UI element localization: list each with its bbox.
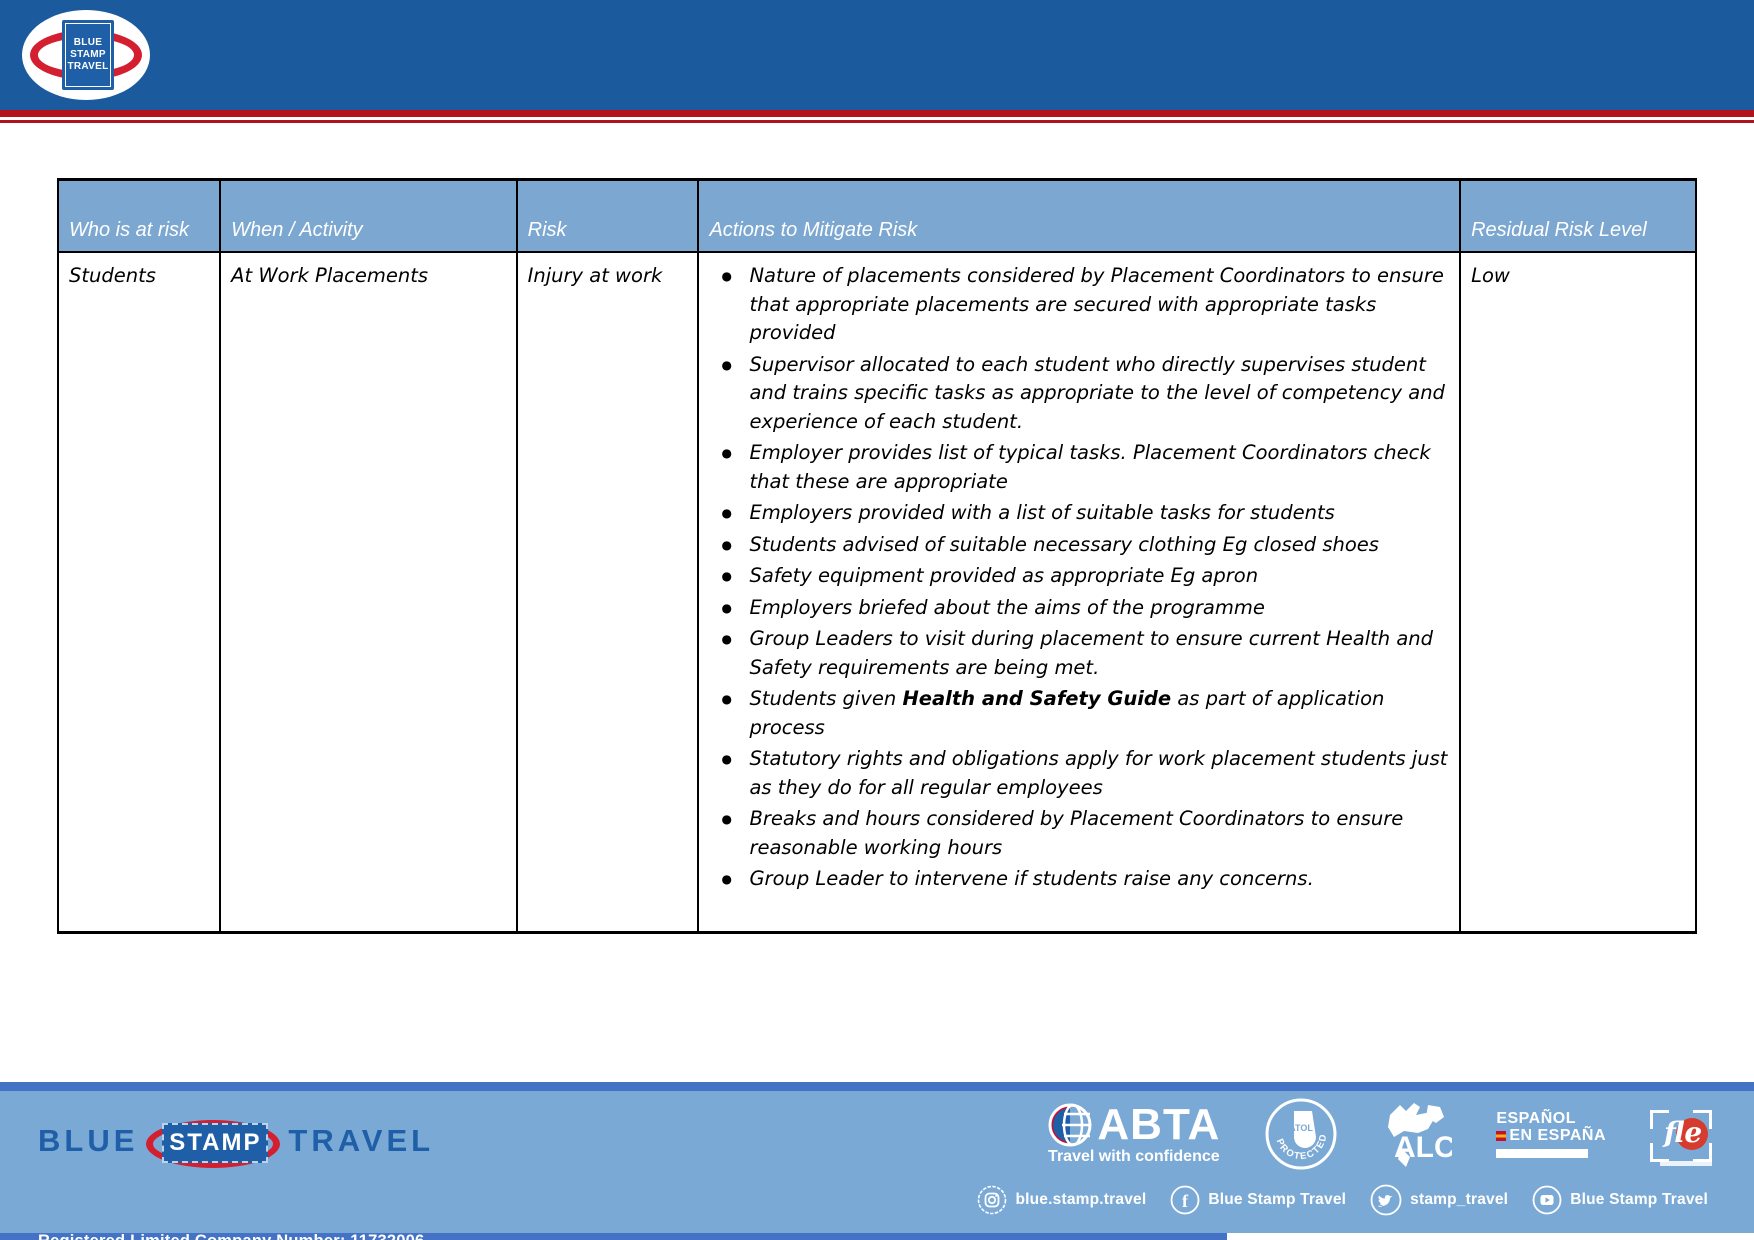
cell-residual-risk: Low (1459, 251, 1697, 934)
action-bullet: Employers provided with a list of suitab… (719, 499, 1449, 528)
column-header-2: Risk (515, 178, 700, 253)
cell-actions: Nature of placements considered by Place… (697, 251, 1462, 934)
cell-when-activity: At Work Placements (219, 251, 518, 934)
registered-company-number: Registered Limited Company Number: 11732… (38, 1230, 424, 1240)
header-banner: BLUE STAMP TRAVEL (0, 0, 1754, 110)
column-header-0: Who is at risk (56, 178, 222, 253)
logo-line-blue: BLUE (73, 37, 103, 48)
abta-logo: ABTA Travel with confidence (1047, 1102, 1220, 1166)
social-facebook: f Blue Stamp Travel (1170, 1185, 1346, 1215)
abta-label: ABTA (1097, 1100, 1221, 1149)
blue-stamp-travel-logo: BLUE STAMP TRAVEL (22, 10, 150, 100)
espanol-line1: ESPAÑOL (1496, 1110, 1576, 1127)
ialc-map-icon: ALC (1388, 1103, 1456, 1167)
action-bullet: Statutory rights and obligations apply f… (719, 745, 1449, 802)
logo-line-travel: TRAVEL (67, 61, 109, 72)
social-instagram: blue.stamp.travel (977, 1185, 1146, 1215)
atol-badge-icon: ATOL PROTECTED (1265, 1098, 1337, 1170)
cell-who-is-at-risk: Students (56, 251, 222, 934)
table-header-row: Who is at risk When / Activity Risk Actions… (56, 178, 1697, 253)
partner-logos: ABTA Travel with confidence ATOL PROTECT… (1047, 1096, 1712, 1172)
logo-stamp-text: BLUE STAMP TRAVEL (65, 23, 111, 87)
logo-stamp-icon: BLUE STAMP TRAVEL (62, 20, 114, 90)
action-bullet: Supervisor allocated to each student who… (719, 351, 1449, 437)
column-header-3: Actions to Mitigate Risk (697, 178, 1462, 253)
spain-flag-icon (1496, 1130, 1507, 1141)
action-bullet: Students given Health and Safety Guide a… (719, 685, 1449, 742)
footer-wordmark: BLUE STAMP TRAVEL (38, 1116, 435, 1168)
facebook-icon: f (1170, 1185, 1200, 1215)
social-media-row: blue.stamp.travel f Blue Stamp Travel st… (977, 1184, 1708, 1216)
wordmark-travel: TRAVEL (288, 1123, 435, 1158)
footer-bottom-border (0, 1233, 1227, 1240)
wordmark-stamp-label: STAMP (169, 1129, 262, 1156)
social-twitter: stamp_travel (1370, 1184, 1508, 1216)
abta-tagline: Travel with confidence (1048, 1148, 1220, 1165)
fle-logo: fle (1650, 1102, 1712, 1166)
banner-red-stripe-thin (0, 120, 1754, 123)
atol-protected-badge: ATOL PROTECTED (1264, 1097, 1338, 1171)
footer-top-border (0, 1082, 1754, 1091)
footer-band (0, 1091, 1754, 1233)
espanol-line2: EN ESPAÑA (1496, 1127, 1606, 1144)
column-header-4: Residual Risk Level (1459, 178, 1697, 253)
wordmark-blue: BLUE (38, 1123, 139, 1158)
twitter-handle: stamp_travel (1410, 1191, 1509, 1208)
action-bullet: Safety equipment provided as appropriate… (719, 562, 1449, 591)
twitter-icon (1370, 1184, 1402, 1216)
abta-logo-row: ABTA (1047, 1102, 1220, 1148)
instagram-handle: blue.stamp.travel (1015, 1191, 1147, 1208)
youtube-handle: Blue Stamp Travel (1570, 1191, 1708, 1208)
fle-label: fle (1664, 1116, 1703, 1149)
espanol-en-espana-logo: ESPAÑOL EN ESPAÑA (1496, 1110, 1606, 1158)
espanol-white-bar (1496, 1149, 1589, 1158)
fle-frame-corner (1693, 1143, 1712, 1162)
wordmark-stamp-rect: STAMP (162, 1123, 269, 1163)
abta-globe-icon (1048, 1103, 1092, 1147)
espanol-line2-text: EN ESPAÑA (1509, 1127, 1606, 1144)
column-header-1: When / Activity (219, 178, 518, 253)
svg-text:ALC: ALC (1394, 1131, 1452, 1164)
action-bullet: Breaks and hours considered by Placement… (719, 805, 1449, 862)
banner-red-stripe (0, 110, 1754, 117)
action-bullet: Employers briefed about the aims of the … (719, 594, 1449, 623)
fle-frame-corner (1650, 1143, 1669, 1162)
action-bullet: Group Leaders to visit during placement … (719, 625, 1449, 682)
fle-caption-bar (1660, 1161, 1712, 1166)
fle-frame-corner (1650, 1110, 1669, 1129)
actions-bullet-list: Nature of placements considered by Place… (709, 262, 1449, 894)
banner-white-stripe (0, 117, 1754, 120)
ialc-logo: ALC (1382, 1097, 1456, 1171)
action-bullet: Employer provides list of typical tasks.… (719, 439, 1449, 496)
risk-assessment-table: Who is at risk When / Activity Risk Actions… (56, 178, 1697, 934)
instagram-icon (978, 1185, 1007, 1215)
action-bullet: Students advised of suitable necessary c… (719, 531, 1449, 560)
svg-text:f: f (1182, 1191, 1189, 1211)
action-bullet: Group Leader to intervene if students ra… (719, 865, 1449, 894)
social-youtube: Blue Stamp Travel (1532, 1185, 1708, 1215)
cell-risk: Injury at work (515, 251, 700, 934)
table-row: Students At Work Placements Injury at wo… (56, 251, 1697, 934)
logo-line-stamp: STAMP (70, 49, 106, 60)
action-bullet: Nature of placements considered by Place… (719, 262, 1449, 348)
youtube-icon (1532, 1185, 1562, 1215)
fle-frame-corner (1693, 1110, 1712, 1129)
wordmark-stamp-icon: STAMP (146, 1116, 281, 1168)
facebook-handle: Blue Stamp Travel (1208, 1191, 1347, 1208)
fle-red-circle-icon (1676, 1118, 1708, 1150)
svg-text:ATOL: ATOL (1289, 1123, 1313, 1133)
footer-company-info: Registered Limited Company Number: 11732… (38, 1186, 424, 1240)
